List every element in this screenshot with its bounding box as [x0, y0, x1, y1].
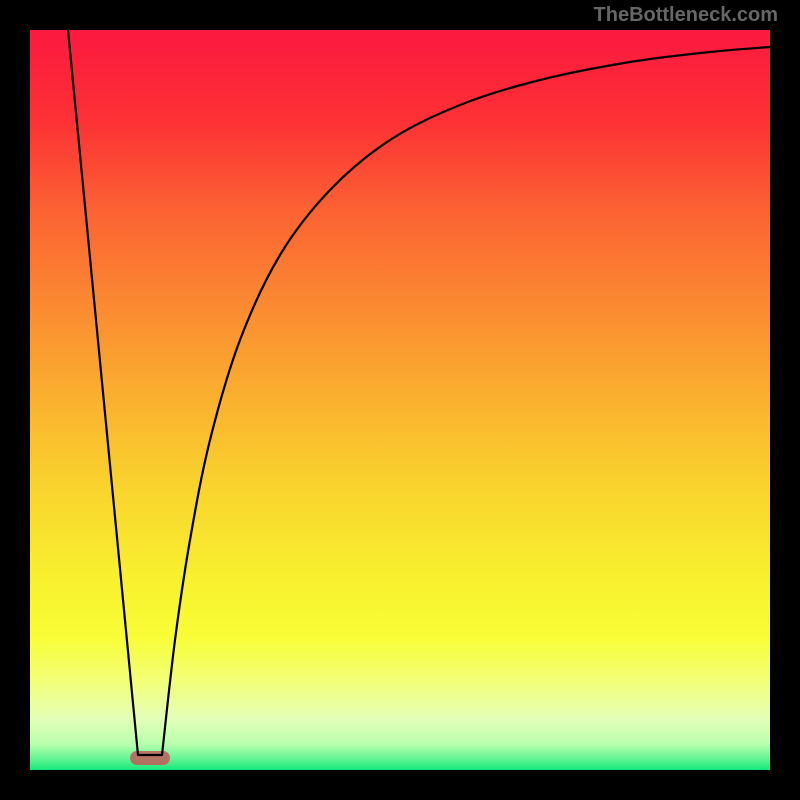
bottleneck-marker [130, 751, 170, 765]
plot-gradient-background [30, 30, 770, 770]
chart-container: TheBottleneck.com [0, 0, 800, 800]
watermark-text: TheBottleneck.com [594, 4, 778, 27]
bottleneck-chart [0, 0, 800, 800]
